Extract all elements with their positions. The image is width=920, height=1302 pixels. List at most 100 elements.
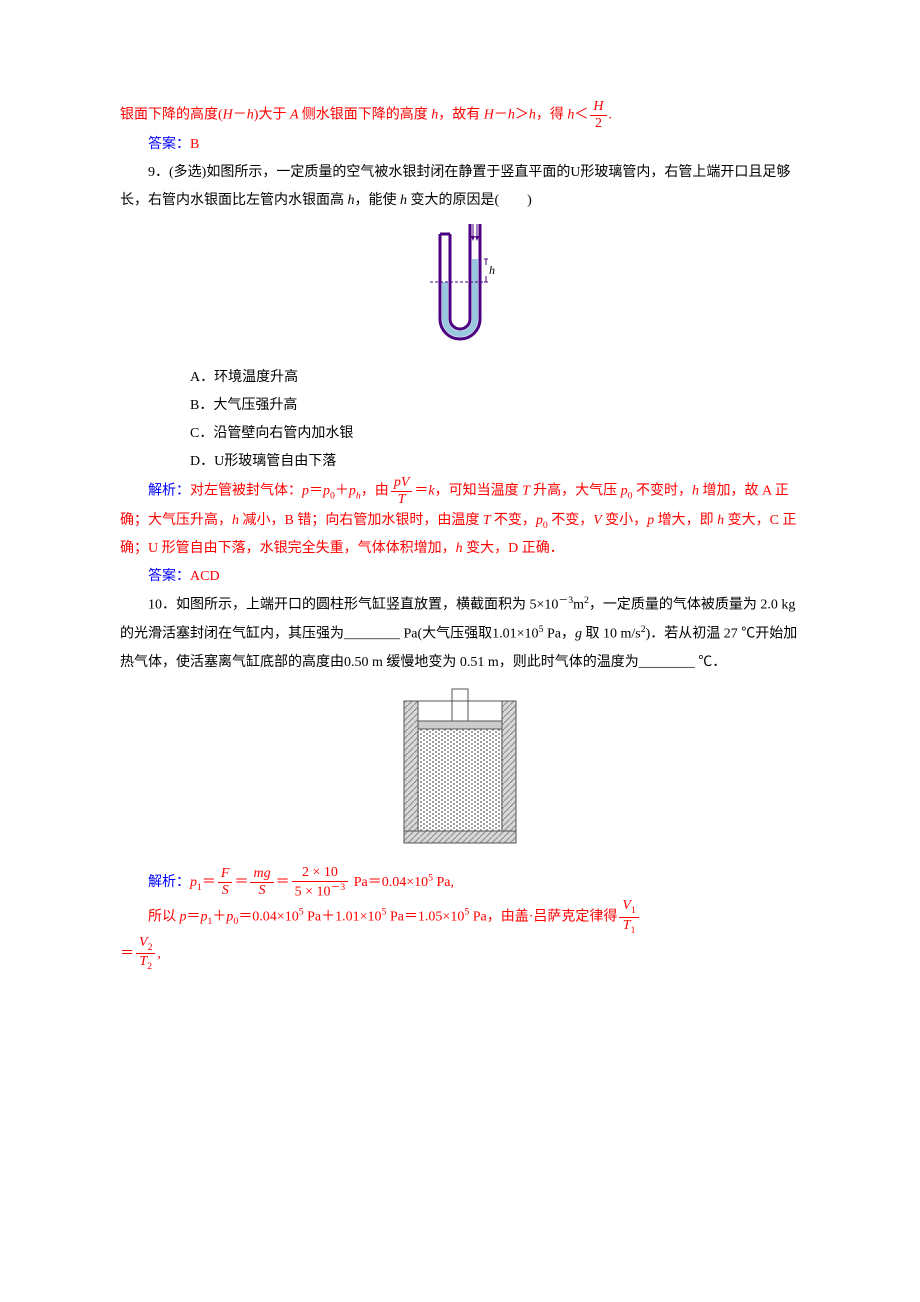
num-sub: 1 — [631, 905, 636, 916]
text: Pa＝1.05×10 — [386, 910, 464, 925]
denominator: S — [218, 883, 233, 898]
text: 银面下降的高度( — [120, 108, 223, 123]
num-base: V — [139, 935, 148, 950]
text: 变大的原因是( ) — [411, 193, 532, 208]
comma: , — [157, 946, 161, 961]
option-A-text: A．环境温度升高 — [190, 370, 298, 385]
den-sub: 1 — [631, 925, 636, 936]
option-A: A．环境温度升高 — [120, 364, 800, 392]
u-tube-h-label: h — [489, 263, 495, 277]
fraction-numeric: 2 × 105 × 10－3 — [292, 866, 349, 900]
text: 所以 — [148, 910, 176, 925]
u-tube-figure: h — [120, 219, 800, 360]
den-base: T — [623, 918, 631, 933]
var-h: h — [344, 193, 355, 208]
exp-label: 解析： — [148, 875, 190, 890]
text: ，故有 — [438, 108, 480, 123]
answer-label: 答案： — [148, 137, 190, 152]
text: 升高，大气压 — [533, 484, 617, 499]
text: 变小， — [605, 513, 647, 528]
text: ，得 — [536, 108, 564, 123]
text: ＝0.04×10 — [238, 910, 298, 925]
text: 不变时， — [633, 484, 693, 499]
prev-page-continued: 银面下降的高度(H－h)大于 A 侧水银面下降的高度 h，故有 H－h＞h，得 … — [120, 100, 800, 131]
denominator: T1 — [619, 918, 638, 936]
denominator: S — [250, 883, 273, 898]
text: 对左管被封气体： — [190, 484, 302, 499]
fraction-pV-over-T: pVT — [391, 476, 413, 507]
numerator: mg — [250, 867, 273, 883]
var-A: A — [286, 108, 301, 123]
numerator: H — [590, 100, 606, 116]
cylinder-figure — [120, 681, 800, 862]
text: 不变， — [548, 513, 594, 528]
var-h: h — [714, 513, 728, 528]
var-h: h — [247, 108, 254, 123]
eq: ＝ — [202, 875, 216, 890]
denominator: 5 × 10－3 — [292, 882, 349, 900]
question-9-stem: 9．(多选)如图所示，一定质量的空气被水银封闭在静置于竖直平面的U形玻璃管内，右… — [120, 159, 800, 215]
explanation-10-line2: 所以 p＝p1＋p0＝0.04×105 Pa＋1.01×105 Pa＝1.05×… — [120, 899, 800, 935]
text: Pa＋1.01×10 — [304, 910, 382, 925]
option-C: C．沿管壁向右管内加水银 — [120, 420, 800, 448]
fraction-mg-over-S: mgS — [250, 867, 273, 898]
text: － — [494, 108, 508, 123]
fraction-H-over-2: H2 — [590, 100, 606, 131]
explanation-9: 解析：对左管被封气体：p＝p0＋ph，由pVT＝k，可知当温度 T 升高，大气压… — [120, 476, 800, 563]
text: ＝ — [187, 910, 201, 925]
var-g: g — [575, 627, 586, 642]
text: Pa，由盖·吕萨克定律得 — [469, 910, 617, 925]
exp-label: 解析： — [148, 484, 190, 499]
text: ＞ — [515, 108, 529, 123]
eq: ＝ — [120, 946, 134, 961]
fraction-F-over-S: FS — [218, 867, 233, 898]
var-H: H — [480, 108, 494, 123]
u-tube-svg: h — [420, 219, 500, 349]
num-base: V — [622, 898, 631, 913]
text: Pa， — [543, 627, 575, 642]
option-B: B．大气压强升高 — [120, 392, 800, 420]
answer-value: ACD — [190, 569, 220, 584]
den-base: T — [139, 954, 147, 969]
var-ph: p — [349, 484, 356, 499]
text: ，能使 — [355, 193, 397, 208]
text: ＜ — [574, 108, 588, 123]
text: － — [233, 108, 247, 123]
var-p1: p — [190, 875, 197, 890]
var-p1: p — [201, 910, 208, 925]
text: m — [573, 598, 584, 613]
numerator: F — [218, 867, 233, 883]
fraction-V2-over-T2: V2T2 — [136, 936, 155, 972]
option-B-text: B．大气压强升高 — [190, 398, 297, 413]
den-sup: －3 — [331, 882, 346, 893]
var-V: V — [593, 513, 605, 528]
var-T: T — [519, 484, 534, 499]
denominator: T2 — [136, 954, 155, 972]
text: ＋ — [335, 484, 349, 499]
text: 10．如图所示，上端开口的圆柱形气缸竖直放置，横截面积为 5×10 — [148, 598, 558, 613]
answer-label: 答案： — [148, 569, 190, 584]
text: ，可知当温度 — [435, 484, 519, 499]
var-h: h — [232, 513, 243, 528]
numerator: pV — [391, 476, 413, 492]
text: . — [609, 108, 613, 123]
numerator: V2 — [136, 936, 155, 955]
eq: ＝ — [234, 875, 248, 890]
denominator: T — [391, 492, 413, 507]
var-h: h — [508, 108, 515, 123]
text: )大于 — [254, 108, 287, 123]
num-sub: 2 — [148, 941, 153, 952]
sup: －3 — [558, 595, 573, 606]
eq: ＝ — [276, 875, 290, 890]
page: 银面下降的高度(H－h)大于 A 侧水银面下降的高度 h，故有 H－h＞h，得 … — [0, 0, 920, 1032]
text: Pa＝0.04×10 — [350, 875, 428, 890]
den-base: 5 × 10 — [295, 884, 331, 899]
var-h: h — [692, 484, 703, 499]
numerator: V1 — [619, 899, 638, 918]
question-10-stem: 10．如图所示，上端开口的圆柱形气缸竖直放置，横截面积为 5×10－3m2，一定… — [120, 591, 800, 676]
text: ＝ — [414, 484, 428, 499]
var-h: h — [397, 193, 411, 208]
denominator: 2 — [590, 116, 606, 131]
text: ，由 — [361, 484, 389, 499]
text: 增大，即 — [658, 513, 714, 528]
